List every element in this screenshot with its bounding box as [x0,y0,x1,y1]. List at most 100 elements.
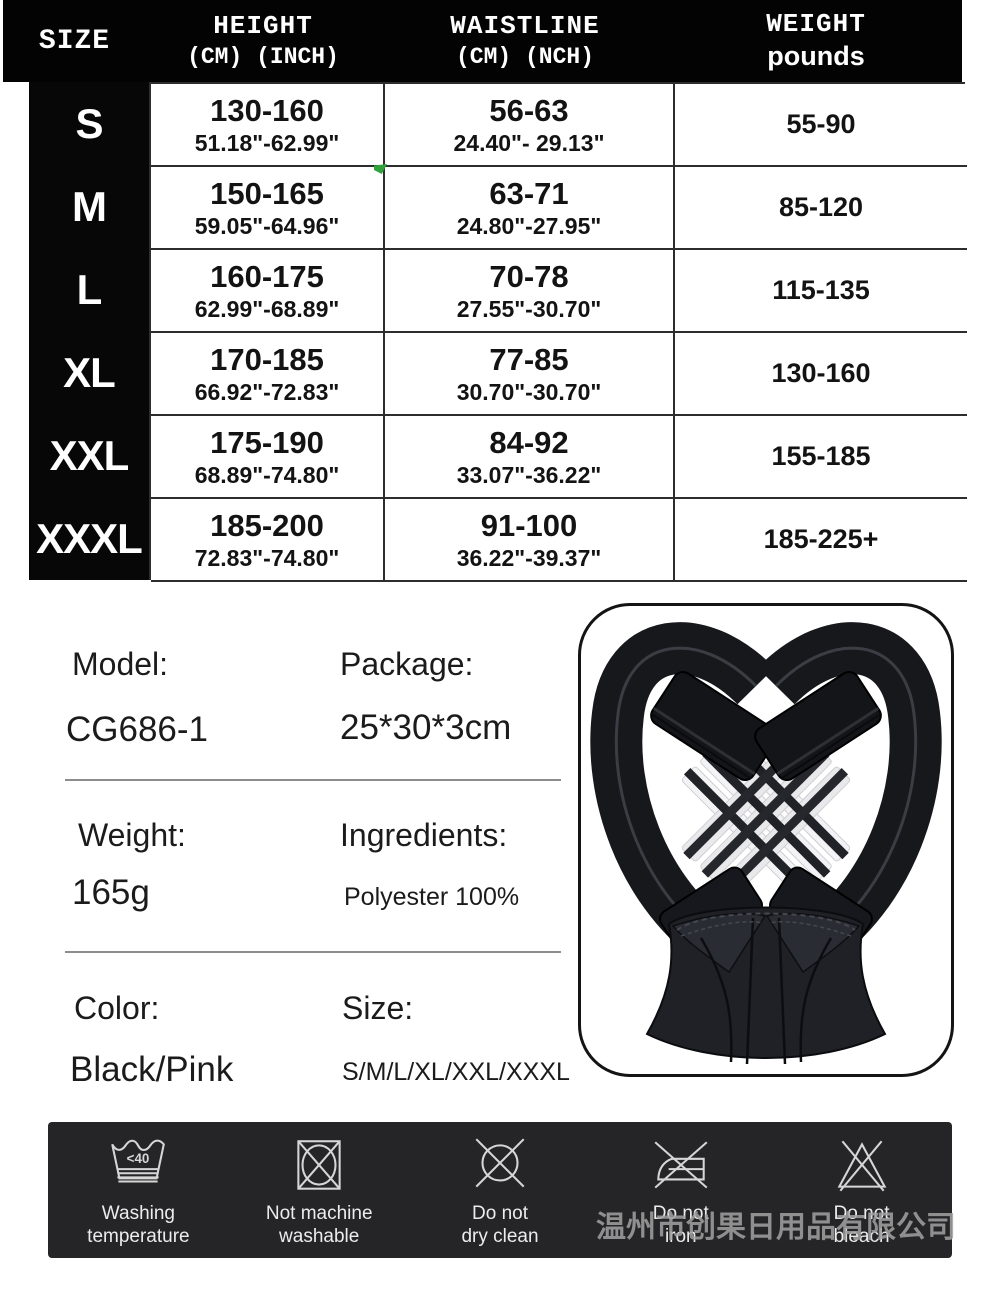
table-row: 85-120 [675,167,967,250]
size-label: Size: [342,990,414,1026]
care-label-line2: dry clean [461,1225,539,1247]
height-cm: 170-185 [210,341,324,377]
waist-cm: 63-71 [489,175,569,211]
height-cm: 130-160 [210,92,324,128]
product-photo-frame [578,603,954,1077]
posture-corrector-image [590,622,942,1065]
right-strap-edge [774,646,918,940]
ingredients-label: Ingredients: [340,817,508,853]
header-size-label: SIZE [38,25,111,57]
color-value: Black/Pink [70,1050,234,1089]
size-value: S/M/L/XL/XXL/XXXL [342,1058,570,1086]
care-instructions-bar: <40 Washing temperature Not machine wash… [48,1122,956,1258]
height-cm: 185-200 [210,507,324,543]
care-label: Not machine washable [266,1202,373,1248]
care-label: Do not dry clean [461,1202,538,1248]
table-row: 63-71 24.80"-27.95" [385,167,675,250]
care-item-do-not-dry-clean: Do not dry clean [410,1122,591,1258]
table-body-grid: 130-160 51.18"-62.99" 56-63 24.40"- 29.13"… [149,82,967,582]
size-label-xl: XL [63,348,116,396]
right-flap [765,913,861,974]
height-inch: 51.18"-62.99" [194,129,340,156]
waist-cm: 84-92 [489,424,569,460]
table-row: 155-185 [675,416,967,499]
waist-cm: 91-100 [480,507,578,543]
weight-range: 115-135 [772,275,870,305]
green-artifact-mark [374,164,387,174]
stitch-line [676,912,856,931]
care-label-line1: Do not [472,1202,528,1224]
table-row: 185-200 72.83"-74.80" [151,499,385,582]
care-label: Do not bleach [834,1202,890,1248]
company-watermark: 温州市创果日用品有限公司 [596,1211,956,1244]
header-waistline: WAISTLINE (CM) (NCH) [380,0,670,82]
model-value: CG686-1 [66,710,209,749]
care-label: Do not iron [653,1202,709,1248]
table-row: 170-185 66.92"-72.83" [151,333,385,416]
height-cm: 175-190 [210,424,324,460]
table-row: 77-85 30.70"-30.70" [385,333,675,416]
header-waistline-line1: WAISTLINE [450,10,600,41]
table-row: 175-190 68.89"-74.80" [151,416,385,499]
weight-label: Weight: [78,817,186,853]
waist-inch: 36.22"-39.37" [456,544,602,571]
care-label-line2: iron [664,1225,697,1247]
size-label-xxl: XXL [49,431,130,479]
waist-cm: 70-78 [489,258,569,294]
left-upper-pad [650,670,778,782]
package-label: Package: [340,646,474,682]
table-row: 130-160 [675,333,967,416]
seam-line [745,917,755,1065]
care-item-do-not-iron: Do not iron [590,1122,771,1258]
waist-inch: 24.80"-27.95" [456,212,602,239]
weight-range: 85-120 [778,192,864,222]
table-row: 91-100 36.22"-39.37" [385,499,675,582]
header-weight: WEIGHT pounds [670,0,962,82]
left-strap-edge [614,646,758,940]
size-label-s: S [75,99,103,147]
weight-range: 55-90 [786,109,856,139]
no-machine-wash-icon [297,1139,341,1190]
care-label: Washing temperature [87,1202,189,1248]
care-item-do-not-bleach: Do not bleach [771,1122,952,1258]
seam-line [777,917,787,1065]
header-size: SIZE [3,0,146,82]
header-weight-line1: WEIGHT [766,9,866,40]
care-item-washing-temperature: <40 Washing temperature [48,1122,229,1258]
seam-line [699,937,733,1063]
divider-line [65,951,561,953]
no-dry-clean-icon [475,1138,525,1188]
table-row: 130-160 51.18"-62.99" [151,84,385,167]
height-inch: 59.05"-64.96" [194,212,340,239]
table-row: 84-92 33.07"-36.22" [385,416,675,499]
care-item-not-machine-washable: Not machine washable [229,1122,410,1258]
header-waistline-line2: (CM) (NCH) [455,44,595,71]
table-header-row: SIZE HEIGHT (CM) (INCH) WAISTLINE (CM) (… [3,0,962,82]
ingredients-value: Polyester 100% [344,883,520,911]
size-label-m: M [72,182,107,230]
weight-range: 155-185 [771,441,871,471]
height-inch: 62.99"-68.89" [194,295,340,322]
waist-inch: 33.07"-36.22" [456,461,602,488]
package-value: 25*30*3cm [340,708,512,747]
waist-cm: 77-85 [489,341,569,377]
temp-value: <40 [127,1151,150,1166]
table-row: 185-225+ [675,499,967,582]
no-bleach-icon [837,1140,886,1192]
waist-inch: 27.55"-30.70" [456,295,602,322]
waist-inch: 30.70"-30.70" [456,378,602,405]
height-cm: 160-175 [210,258,324,294]
care-label-line2: bleach [833,1225,890,1247]
header-height-line2: (CM) (INCH) [187,44,339,71]
header-weight-line2: pounds [767,40,865,71]
height-cm: 150-165 [210,175,324,211]
right-upper-pad [754,670,882,782]
divider-line [65,779,561,781]
header-height: HEIGHT (CM) (INCH) [146,0,380,82]
care-label-line1: Washing [101,1202,175,1224]
height-inch: 68.89"-74.80" [194,461,340,488]
model-label: Model: [72,646,169,682]
size-label-l: L [76,265,103,313]
seam-line [799,937,833,1063]
care-label-line1: Do not [652,1202,709,1224]
